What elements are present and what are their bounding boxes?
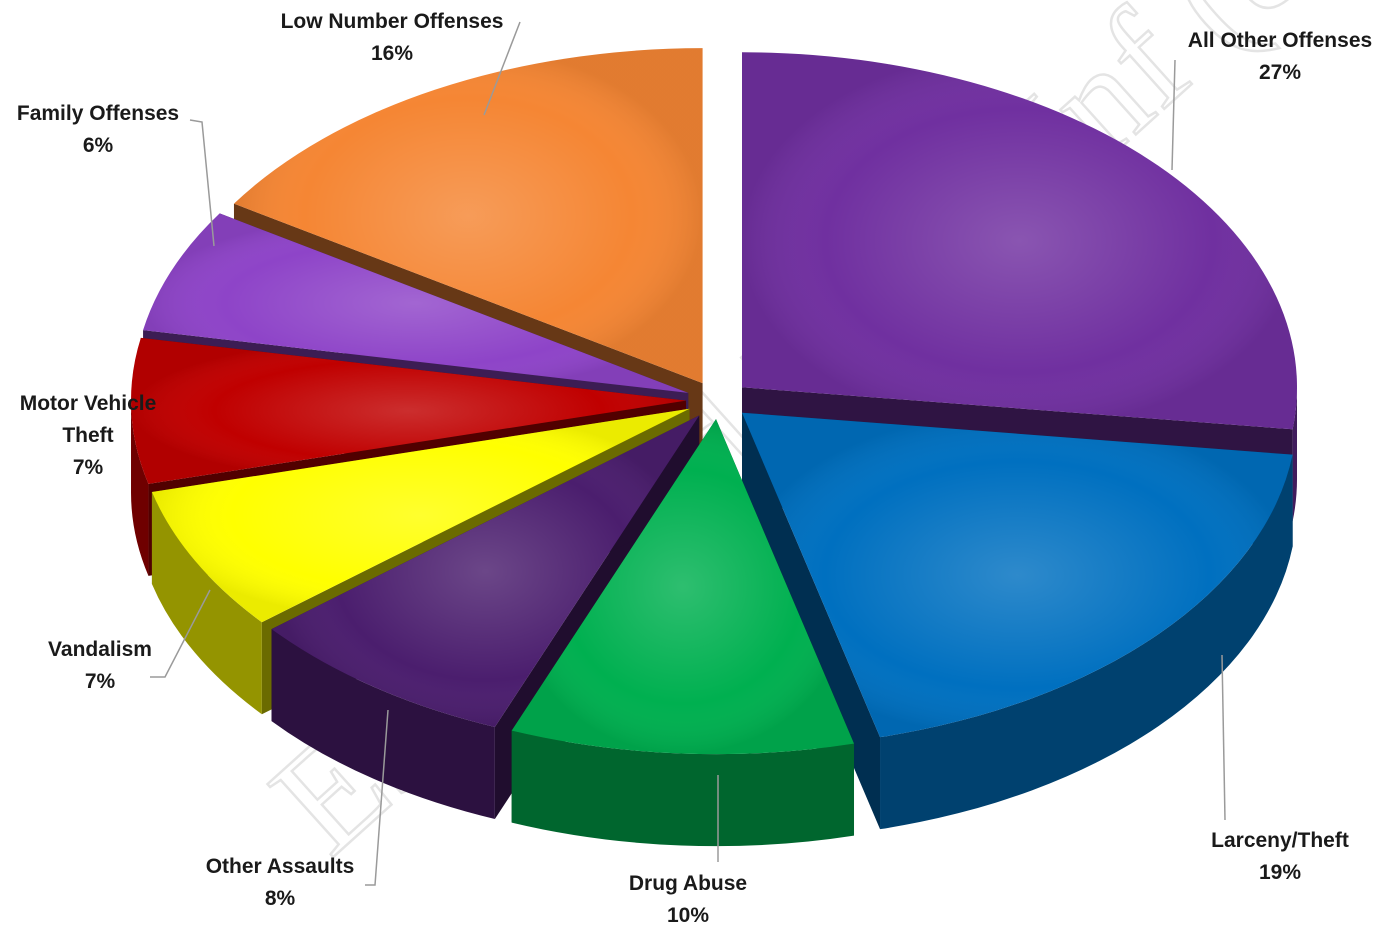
pie-slices <box>131 48 1298 847</box>
slice-motor-vehicle-theft-outer-wall <box>131 400 149 576</box>
slice-all-other-offenses-outer-wall <box>1292 387 1298 522</box>
label-low-number-offenses-leader <box>483 21 521 116</box>
label-motor-vehicle-theft-name: Theft <box>62 424 113 447</box>
label-vandalism: Vandalism 7% <box>48 638 152 693</box>
label-vandalism-percent: 7% <box>85 670 116 693</box>
leader-lines <box>150 21 1226 886</box>
slice-other-assaults-outer-wall <box>271 629 495 820</box>
slice-vandalism-outer-wall <box>151 492 262 715</box>
label-larceny-theft-name: Larceny/Theft <box>1211 829 1349 852</box>
label-drug-abuse: Drug Abuse 10% <box>629 872 747 926</box>
slice-low-number-offenses-sheen <box>233 48 703 384</box>
label-motor-vehicle-theft-name: Motor Vehicle <box>20 392 157 415</box>
slice-labels: All Other Offenses 27% Larceny/Theft 19% Dru… <box>17 10 1372 926</box>
label-family-offenses-percent: 6% <box>83 134 114 157</box>
label-all-other-offenses-percent: 27% <box>1259 61 1301 84</box>
label-motor-vehicle-theft-percent: 7% <box>73 456 104 479</box>
slice-all-other-offenses-sheen <box>742 52 1298 430</box>
label-other-assaults-name: Other Assaults <box>206 855 355 878</box>
label-family-offenses: Family Offenses 6% <box>17 102 179 157</box>
label-other-assaults: Other Assaults 8% <box>206 855 355 910</box>
label-larceny-theft: Larceny/Theft 19% <box>1211 829 1349 884</box>
label-drug-abuse-percent: 10% <box>667 904 709 926</box>
slice-larceny-theft-outer-wall <box>880 454 1293 830</box>
label-larceny-theft-percent: 19% <box>1259 861 1301 884</box>
label-other-assaults-leader <box>365 709 389 886</box>
label-all-other-offenses-name: All Other Offenses <box>1188 29 1372 52</box>
label-all-other-offenses: All Other Offenses 27% <box>1188 29 1372 84</box>
label-vandalism-name: Vandalism <box>48 638 152 661</box>
slice-motor-vehicle-theft-sheen <box>131 337 687 484</box>
label-all-other-offenses-leader <box>1171 59 1176 171</box>
slice-larceny-theft-sheen <box>742 412 1293 738</box>
slice-family-offenses-sheen <box>143 213 689 393</box>
slice-other-assaults-sheen <box>271 415 700 728</box>
label-low-number-offenses-name: Low Number Offenses <box>281 10 504 33</box>
label-other-assaults-percent: 8% <box>265 887 296 910</box>
slice-drug-abuse-outer-wall <box>511 730 855 847</box>
label-larceny-theft-leader <box>1221 654 1226 821</box>
slice-drug-abuse <box>511 419 855 847</box>
slice-drug-abuse-sheen <box>511 419 855 755</box>
label-vandalism-leader <box>150 589 211 678</box>
label-family-offenses-leader <box>189 119 215 247</box>
label-motor-vehicle-theft: Motor Vehicle Theft 7% <box>20 392 157 479</box>
slice-vandalism-sheen <box>151 408 690 623</box>
slice-larceny-theft <box>742 412 1293 830</box>
label-low-number-offenses: Low Number Offenses 16% <box>281 10 504 65</box>
label-drug-abuse-name: Drug Abuse <box>629 872 747 895</box>
label-family-offenses-name: Family Offenses <box>17 102 179 125</box>
label-low-number-offenses-percent: 16% <box>371 42 413 65</box>
